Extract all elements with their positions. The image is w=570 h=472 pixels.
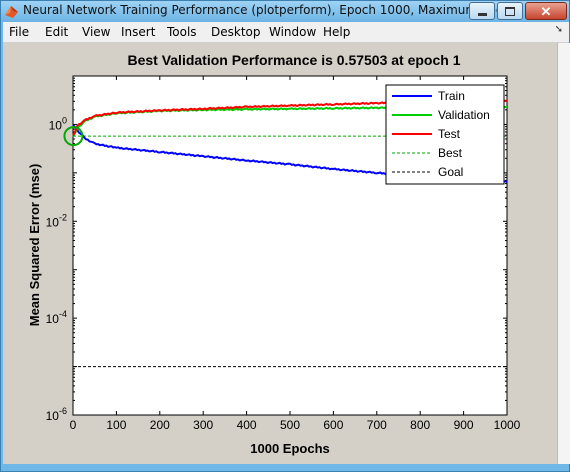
x-tick-label: 100 bbox=[106, 418, 126, 432]
side-panel-edge bbox=[557, 43, 570, 464]
menu-tools[interactable]: Tools bbox=[167, 25, 197, 39]
y-tick-label: 10-2 bbox=[46, 212, 67, 229]
x-tick-label: 300 bbox=[193, 418, 213, 432]
close-icon: ✕ bbox=[540, 3, 552, 19]
figure-area: Best Validation Performance is 0.57503 a… bbox=[3, 43, 557, 464]
title-bar[interactable]: Neural Network Training Performance (plo… bbox=[1, 1, 569, 22]
menu-desktop[interactable]: Desktop bbox=[211, 25, 261, 39]
legend-label-best: Best bbox=[438, 146, 463, 160]
menu-window[interactable]: Window bbox=[269, 25, 317, 39]
x-tick-label: 400 bbox=[237, 418, 257, 432]
x-axis-label: 1000 Epochs bbox=[250, 441, 330, 456]
x-tick-label: 0 bbox=[70, 418, 77, 432]
y-axis-label: Mean Squared Error (mse) bbox=[27, 164, 42, 327]
menu-edit[interactable]: Edit bbox=[45, 25, 69, 39]
x-tick-label: 1000 bbox=[494, 418, 521, 432]
ticks-layer: 0 100 200 300 400 500 600 700 800 900 1000 100 10-2 1… bbox=[46, 75, 521, 432]
y-tick-label: 10-4 bbox=[46, 309, 67, 326]
y-tick-label: 10-6 bbox=[46, 406, 67, 423]
window-title: Neural Network Training Performance (plo… bbox=[23, 3, 515, 17]
legend: Train Validation Test Best Goal bbox=[385, 84, 505, 185]
legend-label-validation: Validation bbox=[438, 108, 490, 122]
x-tick-label: 500 bbox=[280, 418, 300, 432]
matlab-icon bbox=[5, 6, 18, 18]
maximize-icon bbox=[505, 6, 515, 16]
dock-arrow-icon[interactable]: ➘ bbox=[554, 24, 563, 35]
x-tick-label: 900 bbox=[454, 418, 474, 432]
x-tick-label: 600 bbox=[323, 418, 343, 432]
x-tick-label: 700 bbox=[367, 418, 387, 432]
minimize-button[interactable] bbox=[469, 2, 495, 20]
legend-label-test: Test bbox=[438, 127, 461, 141]
menu-view[interactable]: View bbox=[82, 25, 111, 39]
menu-file[interactable]: File bbox=[9, 25, 30, 39]
x-tick-label: 200 bbox=[150, 418, 170, 432]
x-tick-label: 800 bbox=[410, 418, 430, 432]
close-button[interactable]: ✕ bbox=[525, 2, 567, 20]
best-epoch-marker bbox=[63, 126, 84, 147]
chart-title: Best Validation Performance is 0.57503 a… bbox=[127, 52, 460, 68]
menu-insert[interactable]: Insert bbox=[121, 25, 156, 39]
menu-bar: File Edit View Insert Tools Desktop Wind… bbox=[3, 22, 569, 43]
menu-help[interactable]: Help bbox=[323, 25, 351, 39]
legend-label-goal: Goal bbox=[438, 165, 463, 179]
minimize-icon bbox=[477, 12, 487, 16]
y-tick-label: 100 bbox=[49, 115, 67, 132]
legend-label-train: Train bbox=[438, 89, 465, 103]
maximize-button[interactable] bbox=[497, 2, 523, 20]
performance-chart: Best Validation Performance is 0.57503 a… bbox=[27, 52, 521, 456]
